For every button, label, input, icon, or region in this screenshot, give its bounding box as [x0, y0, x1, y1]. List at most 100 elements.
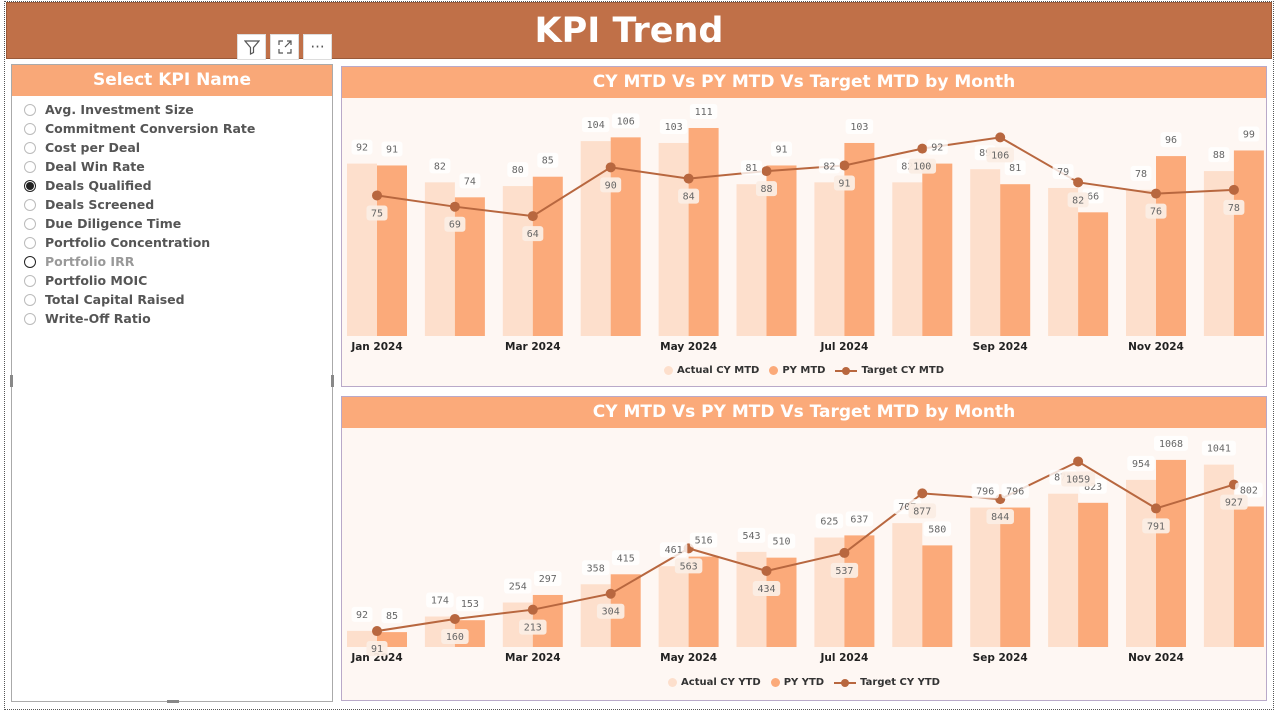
target-data-label-bg: [908, 158, 937, 174]
py-bar: [922, 163, 953, 336]
target-data-label-bg: [986, 509, 1014, 525]
py-data-label-bg: [456, 596, 484, 612]
actual-bar: [424, 182, 455, 336]
slicer-item-label: Write-Off Ratio: [45, 311, 151, 326]
x-tick-label: Sep 2024: [973, 652, 1028, 664]
legend-item[interactable]: PY MTD: [769, 365, 825, 376]
actual-data-label: 79: [1057, 167, 1069, 178]
target-data-label: 791: [1147, 521, 1165, 532]
radio-button[interactable]: [24, 160, 36, 173]
slicer-item[interactable]: Deal Win Rate: [24, 157, 332, 176]
actual-bar: [1203, 171, 1234, 336]
radio-button[interactable]: [24, 198, 36, 211]
legend-marker: [834, 678, 857, 687]
slicer-item[interactable]: Commitment Conversion Rate: [24, 119, 332, 138]
legend-label: Target CY YTD: [860, 677, 940, 688]
legend-marker: [668, 678, 678, 687]
slicer-item[interactable]: Due Diligence Time: [24, 214, 332, 233]
report-canvas: [4, 1, 1274, 710]
target-data-label-bg: [366, 205, 388, 221]
slicer-item[interactable]: Write-Off Ratio: [24, 309, 332, 328]
legend-item[interactable]: Target CY MTD: [835, 365, 944, 376]
page-title: KPI Trend: [534, 11, 724, 51]
radio-button[interactable]: [24, 255, 36, 268]
target-data-label: 90: [605, 180, 617, 191]
more-options-icon[interactable]: ···: [303, 34, 332, 60]
target-data-label: 91: [838, 178, 850, 189]
py-data-label-bg: [611, 113, 640, 129]
py-bar: [1233, 506, 1264, 647]
slicer-item[interactable]: Avg. Investment Size: [24, 100, 332, 119]
actual-data-label: 103: [665, 122, 683, 133]
radio-button[interactable]: [24, 179, 36, 192]
py-data-label-bg: [381, 608, 403, 624]
target-data-label-bg: [1223, 199, 1245, 215]
legend-item[interactable]: Actual CY YTD: [668, 677, 761, 688]
target-data-label-bg: [678, 188, 700, 204]
slicer-item[interactable]: Deals Screened: [24, 195, 332, 214]
slicer-item-label: Deals Screened: [45, 197, 155, 212]
target-data-label: 78: [1228, 203, 1240, 214]
legend-item[interactable]: Actual CY MTD: [663, 365, 759, 376]
actual-data-label-bg: [351, 139, 373, 155]
target-point: [527, 604, 538, 615]
py-data-label-bg: [689, 532, 718, 548]
py-data-label: 796: [1006, 487, 1024, 498]
chart-legend: Actual CY YTD PY YTD Target CY YTD: [342, 677, 1266, 688]
target-point: [917, 488, 928, 499]
actual-data-label: 78: [1135, 169, 1147, 180]
radio-button[interactable]: [24, 312, 36, 325]
actual-bar: [892, 182, 923, 336]
slicer-item[interactable]: Total Capital Raised: [24, 290, 332, 309]
py-data-label-bg: [689, 103, 718, 119]
actual-bar: [1048, 493, 1079, 647]
actual-data-label-bg: [815, 513, 844, 529]
actual-data-label: 80: [512, 165, 524, 176]
actual-data-label-bg: [659, 118, 688, 134]
slicer-item[interactable]: Cost per Deal: [24, 138, 332, 157]
slicer-item[interactable]: Deals Qualified: [24, 176, 332, 195]
target-point: [372, 626, 382, 637]
radio-button[interactable]: [24, 141, 36, 154]
target-data-label: 84: [683, 192, 695, 203]
resize-handle[interactable]: [167, 700, 179, 703]
focus-mode-icon[interactable]: [270, 34, 299, 60]
radio-button[interactable]: [24, 274, 36, 287]
resize-handle[interactable]: [331, 375, 334, 387]
legend-item[interactable]: Target CY YTD: [834, 677, 940, 688]
target-data-label-bg: [756, 181, 777, 197]
py-data-label-bg: [459, 173, 481, 189]
radio-button[interactable]: [24, 236, 36, 249]
slicer-item[interactable]: Portfolio Concentration: [24, 233, 332, 252]
legend-item[interactable]: PY YTD: [770, 677, 824, 688]
filter-icon[interactable]: [237, 34, 266, 60]
x-tick-label: Jul 2024: [819, 652, 868, 664]
py-data-label: 81: [1009, 163, 1021, 174]
radio-button[interactable]: [24, 122, 36, 135]
radio-button[interactable]: [24, 293, 36, 306]
py-bar: [766, 557, 797, 647]
slicer-item[interactable]: Portfolio MOIC: [24, 271, 332, 290]
resize-handle[interactable]: [10, 375, 13, 387]
actual-data-label: 92: [356, 610, 368, 621]
target-point: [1228, 184, 1239, 195]
radio-button[interactable]: [24, 217, 36, 230]
actual-data-label: 358: [587, 563, 605, 574]
x-tick-label: Sep 2024: [973, 341, 1028, 353]
actual-bar: [580, 141, 611, 336]
x-tick-label: Mar 2024: [505, 652, 561, 664]
chart-legend: Actual CY MTD PY MTD Target CY MTD: [342, 365, 1266, 376]
actual-data-label-bg: [1127, 455, 1155, 471]
slicer-item-label: Cost per Deal: [45, 140, 141, 155]
target-data-label-bg: [522, 226, 544, 242]
actual-data-label-bg: [971, 483, 999, 499]
py-data-label: 823: [1084, 482, 1102, 493]
py-bar: [844, 142, 875, 336]
actual-data-label-bg: [741, 160, 762, 176]
target-data-label: 563: [680, 561, 698, 572]
actual-data-label: 254: [509, 581, 527, 592]
slicer-item[interactable]: Portfolio IRR: [24, 252, 332, 271]
radio-button[interactable]: [24, 103, 36, 116]
x-tick-label: Nov 2024: [1128, 652, 1184, 664]
py-data-label: 103: [850, 122, 868, 133]
